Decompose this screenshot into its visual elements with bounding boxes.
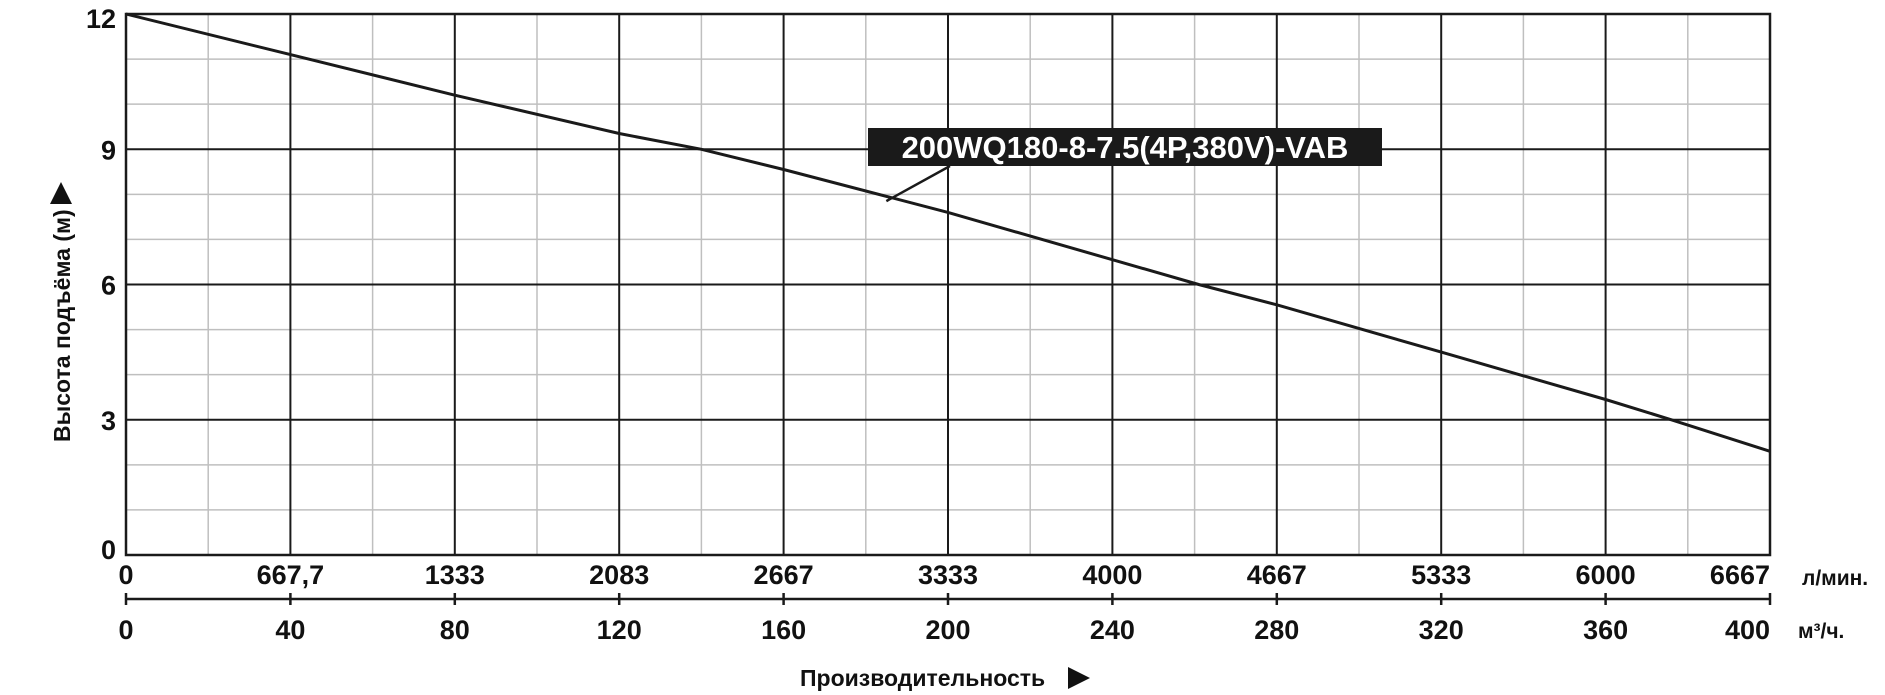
x-tick-label: 400 xyxy=(1725,615,1770,645)
plot-frame xyxy=(124,12,1772,557)
secondary-x-tick-label: 6667 xyxy=(1710,560,1770,590)
x-tick-label: 280 xyxy=(1254,615,1299,645)
x-tick-label: 360 xyxy=(1583,615,1628,645)
series-label-layer: 200WQ180-8-7.5(4P,380V)-VAB xyxy=(868,128,1382,203)
y-axis-title: Высота подъёма (м) xyxy=(49,182,75,442)
series-label-text: 200WQ180-8-7.5(4P,380V)-VAB xyxy=(902,130,1349,165)
x-tick-labels: 0 40 80 120 160 200 240 280 320 360 400 xyxy=(118,615,1770,645)
secondary-x-tick-labels: 0 667,7 1333 2083 2667 3333 4000 4667 5333 6000 66… xyxy=(118,560,1770,590)
secondary-x-tick-label: 1333 xyxy=(425,560,485,590)
secondary-x-tick-label: 0 xyxy=(118,560,133,590)
y-tick-label: 12 xyxy=(86,4,116,34)
x-tick-label: 320 xyxy=(1419,615,1464,645)
x-tick-label: 120 xyxy=(597,615,642,645)
x-tick-label: 240 xyxy=(1090,615,1135,645)
y-axis-title-text: Высота подъёма (м) xyxy=(49,209,75,442)
secondary-x-tick-label: 6000 xyxy=(1576,560,1636,590)
series-label-leader xyxy=(885,164,951,203)
secondary-x-tick-label: 2083 xyxy=(589,560,649,590)
series-label-box xyxy=(868,128,1382,166)
secondary-x-tick-label: 4000 xyxy=(1082,560,1142,590)
secondary-x-tick-label: 2667 xyxy=(754,560,814,590)
x-tick-label: 80 xyxy=(440,615,470,645)
x-axis-title-text: Производительность xyxy=(800,665,1045,691)
series-layer xyxy=(125,12,1771,453)
x-tick-label: 160 xyxy=(761,615,806,645)
y-tick-label: 3 xyxy=(101,406,116,436)
secondary-x-tick-label: 5333 xyxy=(1411,560,1471,590)
secondary-x-tick-label: 667,7 xyxy=(257,560,325,590)
x-axis-title: Производительность xyxy=(800,665,1090,691)
x-unit: м³/ч. xyxy=(1798,620,1844,643)
y-tick-label: 9 xyxy=(101,135,116,165)
secondary-x-tick-label: 3333 xyxy=(918,560,978,590)
y-tick-labels: 0 3 6 9 12 xyxy=(86,4,116,565)
secondary-x-axis xyxy=(124,593,1772,605)
y-tick-label: 6 xyxy=(101,271,116,301)
secondary-x-unit: л/мин. xyxy=(1802,567,1868,590)
secondary-x-tick-label: 4667 xyxy=(1247,560,1307,590)
y-tick-label: 0 xyxy=(101,535,116,565)
x-tick-label: 40 xyxy=(275,615,305,645)
x-axis-arrow-icon xyxy=(1068,667,1090,689)
x-tick-label: 0 xyxy=(118,615,133,645)
x-tick-label: 200 xyxy=(925,615,970,645)
series-line-0 xyxy=(125,12,1771,453)
y-axis-arrow-icon xyxy=(50,182,72,204)
